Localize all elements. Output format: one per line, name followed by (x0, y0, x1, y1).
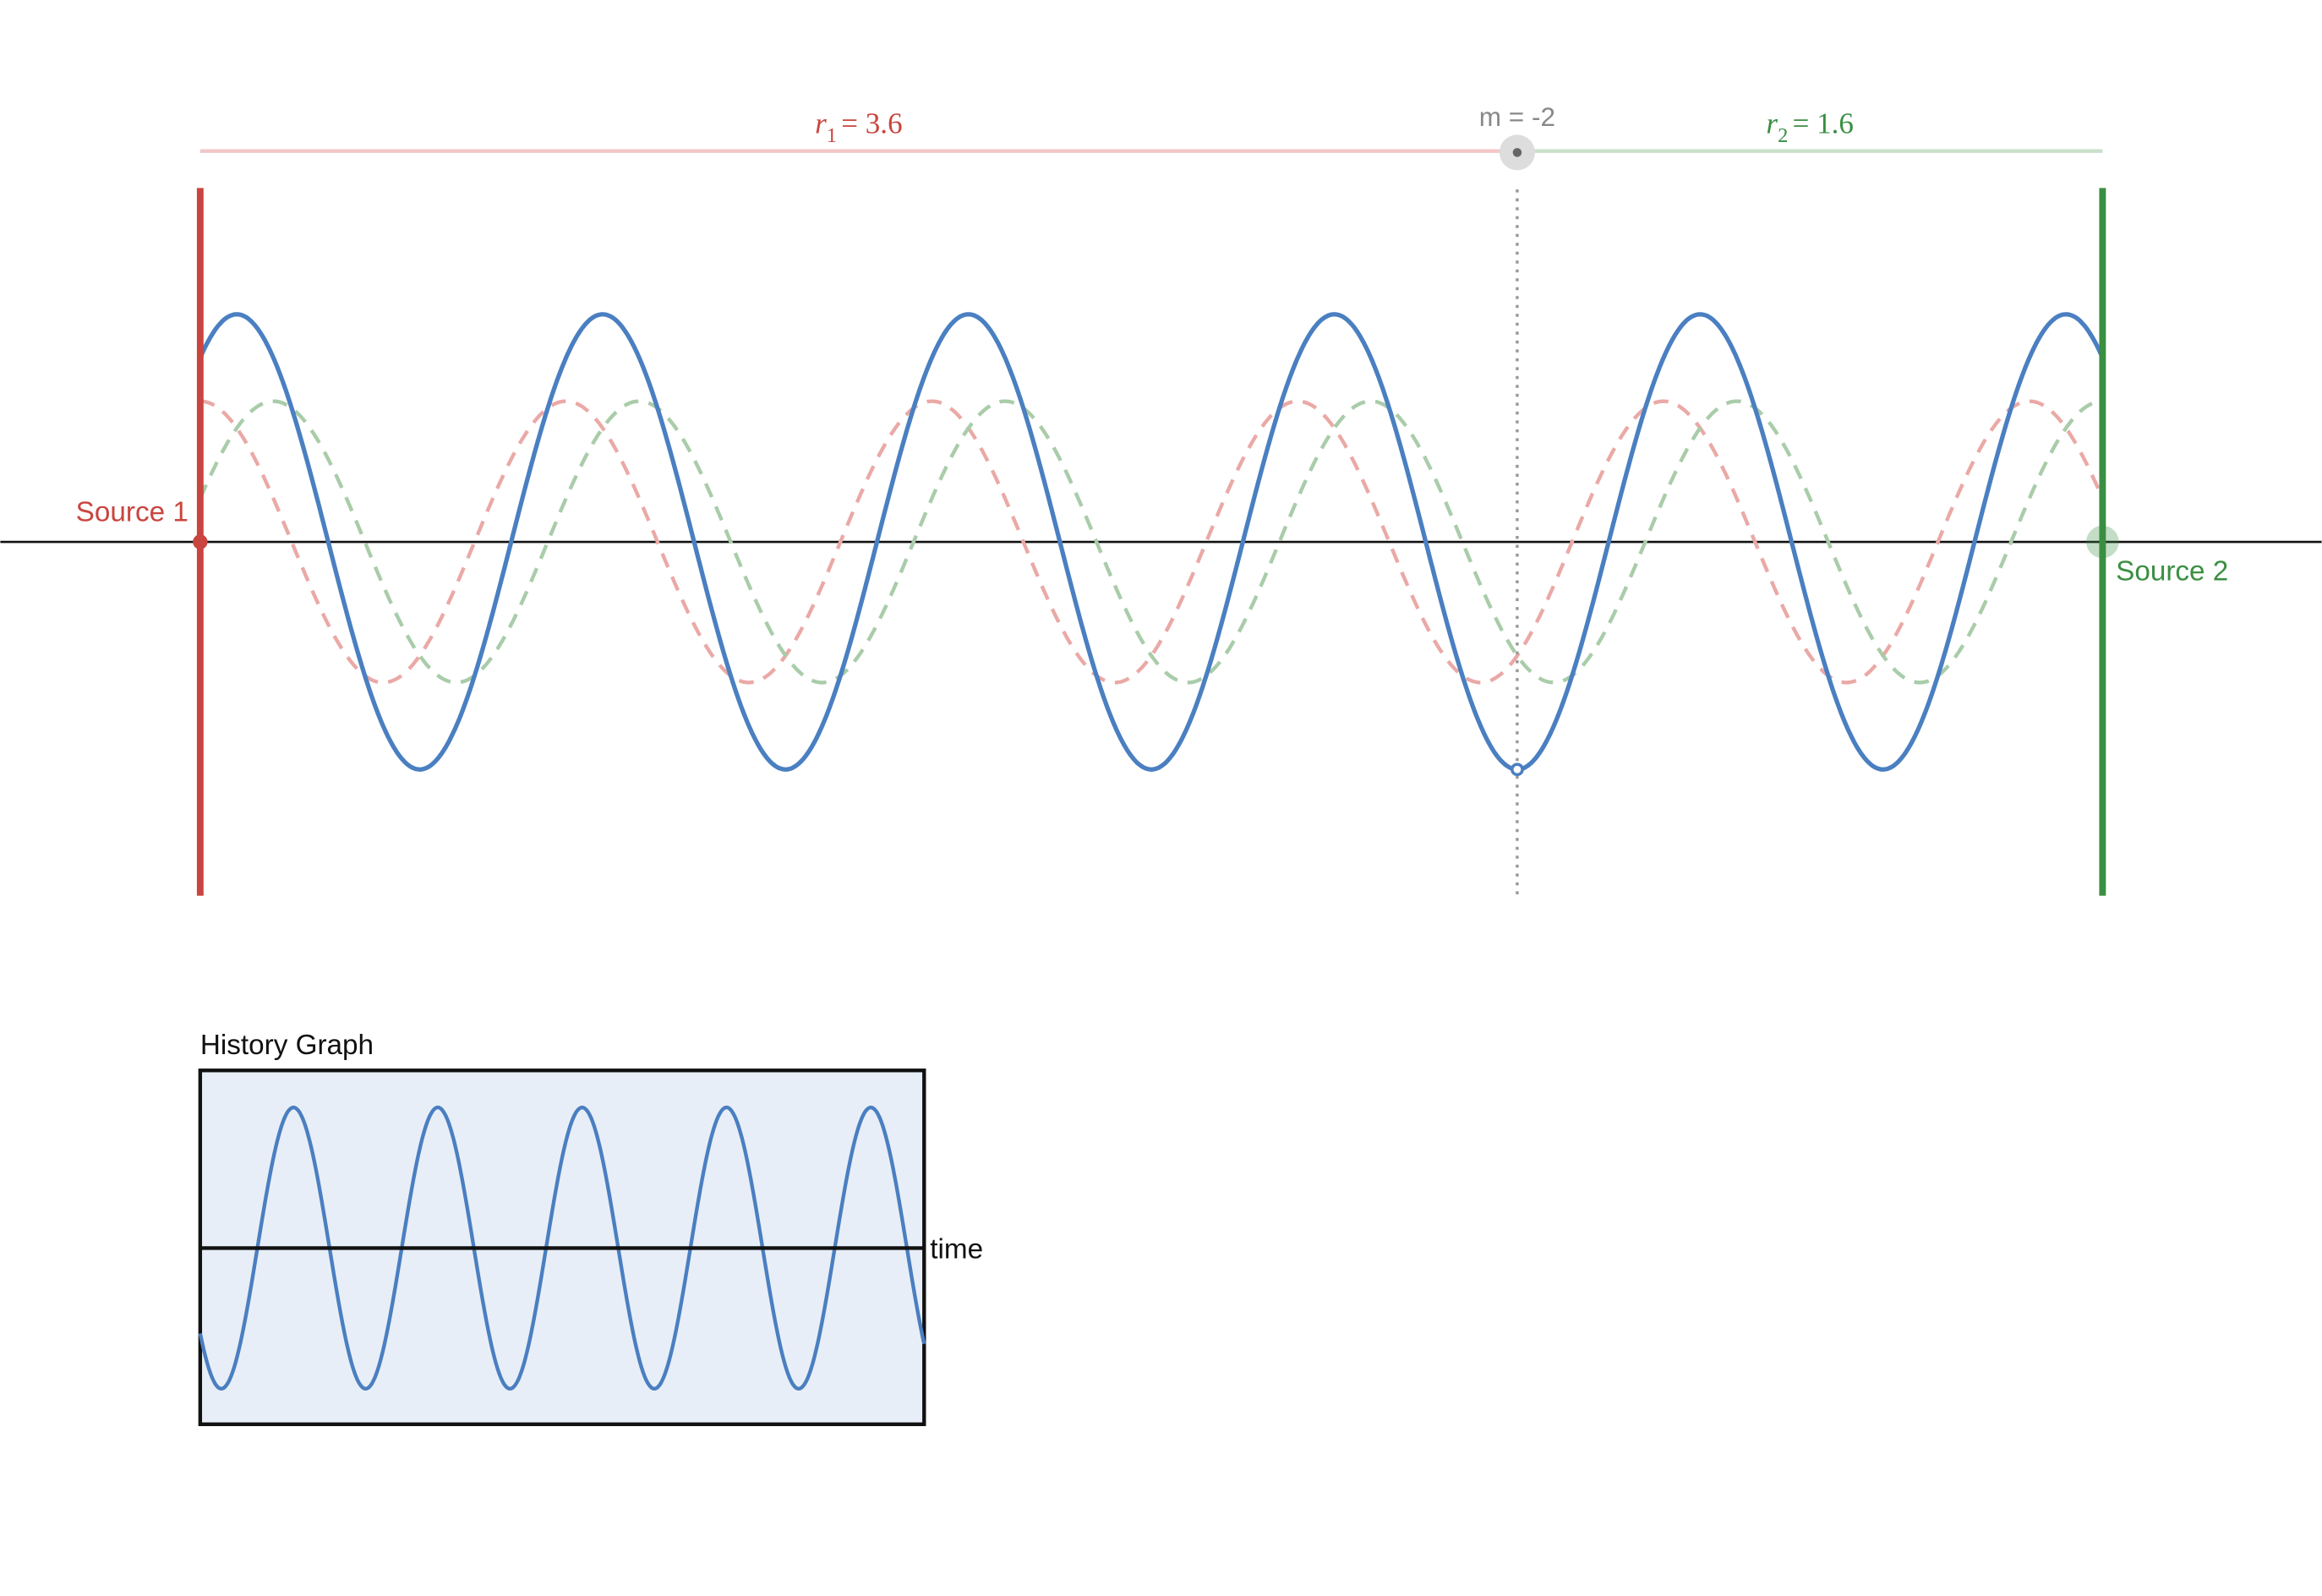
source1-label: Source 1 (76, 496, 188, 527)
order-m-label: m = -2 (1479, 101, 1555, 132)
history-time-label: time (930, 1234, 983, 1265)
source1-wave-dashed (199, 399, 2105, 685)
probe-point (1512, 148, 1522, 157)
source2-label: Source 2 (2116, 556, 2228, 588)
source2-handle[interactable] (2086, 525, 2119, 559)
r2-label: r2 = 1.6 (1766, 107, 1853, 148)
source2-wave-dashed (198, 399, 2103, 685)
history-graph-title: History Graph (200, 1030, 374, 1061)
source1-handle[interactable] (193, 534, 208, 549)
r1-label: r1 = 3.6 (815, 107, 902, 148)
history-wave (198, 1105, 926, 1391)
probe-displacement-point (1511, 762, 1524, 777)
superposition-wave (198, 312, 2105, 772)
